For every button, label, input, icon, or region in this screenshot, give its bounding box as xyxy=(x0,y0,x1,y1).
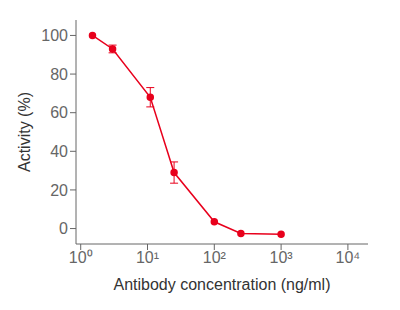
svg-text:10⁴: 10⁴ xyxy=(336,249,361,266)
svg-text:10¹: 10¹ xyxy=(136,249,159,266)
svg-text:40: 40 xyxy=(50,143,68,160)
svg-text:Antibody concentration (ng/ml): Antibody concentration (ng/ml) xyxy=(114,276,331,293)
svg-text:20: 20 xyxy=(50,182,68,199)
svg-text:100: 100 xyxy=(41,27,68,44)
svg-text:60: 60 xyxy=(50,104,68,121)
svg-text:0: 0 xyxy=(59,220,68,237)
svg-text:Activity (%): Activity (%) xyxy=(16,92,33,172)
svg-text:10⁰: 10⁰ xyxy=(69,249,93,266)
svg-text:10²: 10² xyxy=(203,249,227,266)
svg-text:10³: 10³ xyxy=(270,249,294,266)
svg-text:80: 80 xyxy=(50,66,68,83)
